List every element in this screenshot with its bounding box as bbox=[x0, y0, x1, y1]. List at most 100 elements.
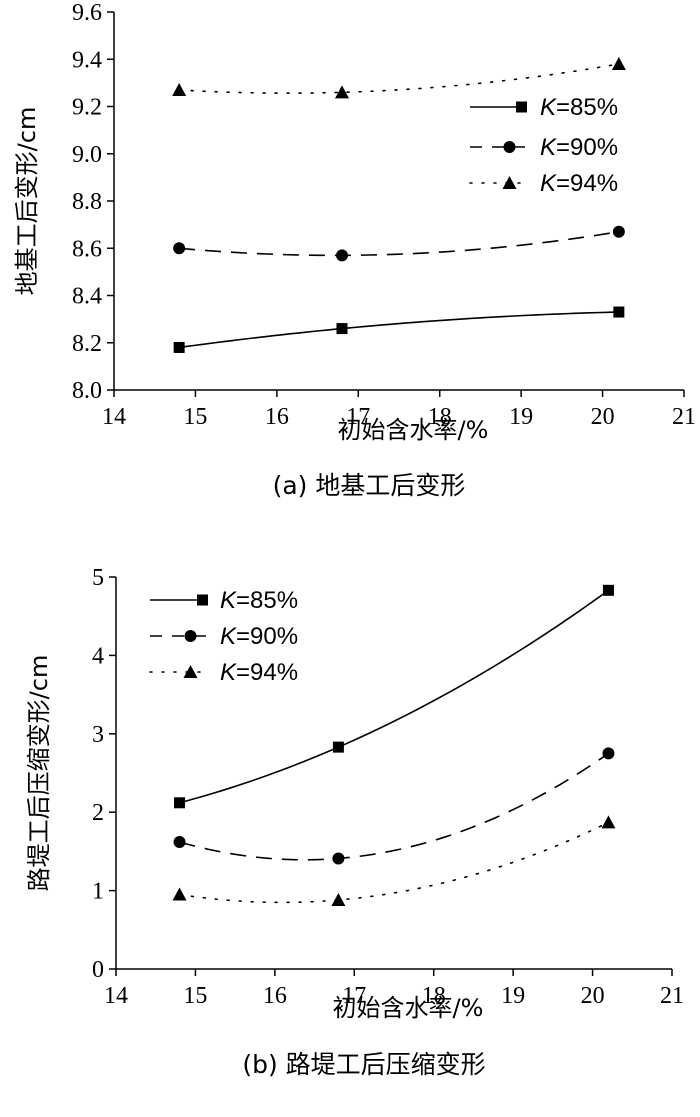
x-axis-label: 初始含水率/% bbox=[338, 416, 489, 444]
legend-marker bbox=[184, 630, 197, 642]
legend-item: K=85% bbox=[150, 587, 298, 614]
series-triangle bbox=[172, 815, 616, 907]
x-tick-label: 16 bbox=[263, 983, 287, 1009]
y-tick-label: 9.4 bbox=[72, 47, 102, 73]
data-point bbox=[173, 242, 186, 255]
legend-k: K bbox=[220, 659, 237, 686]
legend-label: K=85% bbox=[540, 94, 618, 121]
legend-value: =94% bbox=[236, 659, 298, 686]
y-axis-label: 地基工后变形/cm bbox=[13, 107, 41, 296]
legend-marker bbox=[197, 594, 208, 606]
legend-value: =90% bbox=[236, 623, 298, 650]
x-tick-label: 14 bbox=[102, 404, 126, 430]
x-tick-label: 15 bbox=[183, 983, 207, 1009]
legend-marker bbox=[502, 176, 517, 189]
data-point bbox=[172, 82, 187, 96]
data-point bbox=[332, 852, 345, 865]
legend-item: K=90% bbox=[150, 623, 298, 650]
x-tick-label: 20 bbox=[591, 404, 615, 430]
series-circle bbox=[173, 747, 615, 865]
y-tick-label: 9.2 bbox=[72, 95, 102, 121]
y-tick-label: 8.0 bbox=[72, 378, 102, 404]
data-point bbox=[612, 225, 625, 238]
y-tick-label: 8.2 bbox=[72, 331, 102, 357]
legend-label: K=94% bbox=[220, 659, 298, 686]
x-tick-label: 15 bbox=[183, 404, 207, 430]
chart-panel-b: 14 15 16 17 18 19 20 21 0 1 2 3 4 5 初始含水率/% 路堤工后压缩变形/cm… bbox=[25, 565, 684, 1079]
x-tick-label: 19 bbox=[501, 983, 525, 1009]
data-point bbox=[173, 835, 186, 848]
data-point bbox=[174, 797, 186, 809]
x-tick-label: 16 bbox=[265, 404, 289, 430]
series-line bbox=[179, 311, 619, 349]
y-tick-label: 0 bbox=[92, 957, 104, 983]
y-tick-label: 8.4 bbox=[72, 284, 102, 310]
series-line bbox=[178, 63, 620, 94]
y-tick-label: 8.6 bbox=[72, 236, 102, 262]
data-point bbox=[173, 341, 185, 353]
legend-marker bbox=[516, 101, 527, 113]
legend-item: K=90% bbox=[470, 134, 618, 161]
x-tick-label: 17 bbox=[342, 983, 366, 1009]
legend-label: K=85% bbox=[220, 587, 298, 614]
data-point bbox=[601, 815, 616, 829]
x-tick-label: 18 bbox=[428, 404, 452, 430]
series-line bbox=[179, 230, 619, 257]
y-tick-label: 9.0 bbox=[72, 142, 102, 168]
y-axis-label: 路堤工后压缩变形/cm bbox=[25, 655, 53, 892]
legend-k: K bbox=[220, 623, 237, 650]
legend-value: =85% bbox=[556, 94, 618, 121]
series-circle bbox=[173, 225, 625, 262]
legend-k: K bbox=[220, 587, 237, 614]
series-square bbox=[174, 584, 614, 809]
data-point bbox=[336, 249, 348, 262]
figure-caption: (b) 路堤工后压缩变形 bbox=[242, 1050, 485, 1079]
series-line bbox=[178, 821, 610, 904]
legend-marker bbox=[503, 141, 516, 153]
legend-value: =94% bbox=[556, 170, 618, 197]
y-tick-label: 9.6 bbox=[72, 0, 102, 26]
data-point bbox=[336, 323, 348, 335]
x-tick-label: 19 bbox=[509, 404, 533, 430]
data-point bbox=[602, 747, 615, 760]
legend-value: =85% bbox=[236, 587, 298, 614]
x-tick-label: 17 bbox=[346, 404, 370, 430]
series-line bbox=[179, 752, 609, 861]
data-point bbox=[611, 56, 626, 70]
legend-value: =90% bbox=[556, 134, 618, 161]
y-tick-label: 3 bbox=[92, 722, 104, 748]
legend-item: K=94% bbox=[149, 659, 298, 686]
data-point bbox=[332, 741, 344, 753]
y-tick-label: 2 bbox=[92, 800, 104, 826]
data-point bbox=[613, 306, 625, 318]
legend-label: K=90% bbox=[540, 134, 618, 161]
x-tick-label: 14 bbox=[104, 983, 128, 1009]
figure-caption: (a) 地基工后变形 bbox=[273, 471, 466, 500]
data-point bbox=[172, 887, 187, 901]
legend-label: K=90% bbox=[220, 623, 298, 650]
legend-k: K bbox=[540, 170, 557, 197]
series-triangle bbox=[172, 56, 626, 99]
legend-item: K=85% bbox=[470, 94, 618, 121]
legend-label: K=94% bbox=[540, 170, 618, 197]
legend-k: K bbox=[540, 134, 557, 161]
legend-item: K=94% bbox=[469, 170, 618, 197]
y-tick-label: 4 bbox=[92, 643, 104, 669]
x-tick-label: 18 bbox=[422, 983, 446, 1009]
x-tick-label: 21 bbox=[672, 404, 696, 430]
y-tick-label: 1 bbox=[92, 879, 104, 905]
series-line bbox=[179, 589, 609, 804]
y-tick-label: 5 bbox=[92, 565, 104, 591]
chart-panel-a: 14 15 16 17 18 19 20 21 8.0 8.2 8.4 8.6 8.8 9.0 9.2 9.4… bbox=[13, 0, 696, 500]
x-tick-label: 20 bbox=[581, 983, 605, 1009]
legend-marker bbox=[183, 665, 198, 678]
x-tick-label: 21 bbox=[660, 983, 684, 1009]
legend-k: K bbox=[540, 94, 557, 121]
series-square bbox=[173, 306, 625, 353]
data-point bbox=[602, 584, 614, 596]
y-tick-label: 8.8 bbox=[72, 189, 102, 215]
x-axis-label: 初始含水率/% bbox=[333, 994, 484, 1022]
data-point bbox=[335, 85, 349, 99]
